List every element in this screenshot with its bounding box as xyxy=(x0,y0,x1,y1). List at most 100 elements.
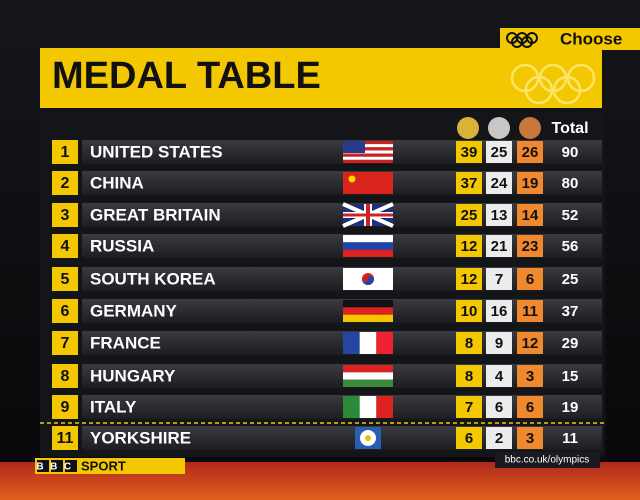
country: CHINA xyxy=(90,173,144,192)
bronze-icon xyxy=(519,117,541,139)
row-bg xyxy=(82,203,602,227)
rank-box xyxy=(52,331,78,355)
silver-box xyxy=(486,141,512,163)
bbc-logo: BBC xyxy=(36,462,77,473)
gold-count: 10 xyxy=(461,303,478,320)
rank: 9 xyxy=(61,399,70,416)
flag-part xyxy=(343,314,393,322)
url-box xyxy=(495,452,600,468)
flag-part xyxy=(343,172,393,194)
country: HUNGARY xyxy=(90,366,176,385)
rank-box xyxy=(52,234,78,258)
rank: 5 xyxy=(61,271,70,288)
rank-box xyxy=(52,140,78,164)
silver-count: 24 xyxy=(491,175,508,192)
gold-box xyxy=(456,365,482,387)
flag-part xyxy=(348,175,356,183)
rank-box xyxy=(52,426,78,450)
gold-count: 8 xyxy=(465,335,473,352)
gold-box xyxy=(456,235,482,257)
flag-part xyxy=(366,204,370,226)
flag-part xyxy=(343,372,393,380)
flag-part xyxy=(343,379,393,387)
rank-box xyxy=(52,267,78,291)
silver-box xyxy=(486,332,512,354)
bronze-count: 6 xyxy=(526,271,534,288)
bronze-box xyxy=(517,268,543,290)
rank: 1 xyxy=(61,144,70,161)
bronze-box xyxy=(517,172,543,194)
silver-icon xyxy=(488,117,510,139)
gold-box xyxy=(456,268,482,290)
country: UNITED STATES xyxy=(90,142,223,161)
sport-logo: SPORT xyxy=(81,458,126,473)
flag-part xyxy=(343,156,393,160)
silver-count: 6 xyxy=(495,399,503,416)
silver-count: 16 xyxy=(491,303,508,320)
silver-box xyxy=(486,365,512,387)
row-bg xyxy=(82,267,602,291)
flag-part xyxy=(343,141,365,153)
row-bg xyxy=(82,299,602,323)
row-bg xyxy=(82,140,602,164)
silver-count: 13 xyxy=(491,207,508,224)
bronze-box xyxy=(517,235,543,257)
gold-count: 8 xyxy=(465,368,473,385)
flag-part xyxy=(343,159,393,163)
rank: 3 xyxy=(61,207,70,224)
total: 11 xyxy=(562,430,578,447)
silver-box xyxy=(486,172,512,194)
gold-box xyxy=(456,396,482,418)
row-bg xyxy=(82,395,602,419)
rings-watermark xyxy=(510,63,596,105)
flag-part xyxy=(376,396,393,418)
total: 90 xyxy=(562,144,579,161)
choose-text: Choose xyxy=(560,29,622,48)
total: 29 xyxy=(562,335,579,352)
country: RUSSIA xyxy=(90,236,154,255)
country: GERMANY xyxy=(90,301,178,320)
silver-count: 2 xyxy=(495,430,503,447)
silver-count: 4 xyxy=(495,368,504,385)
bronze-count: 19 xyxy=(522,175,539,192)
silver-box xyxy=(486,204,512,226)
country: YORKSHIRE xyxy=(90,428,191,447)
bronze-box xyxy=(517,396,543,418)
title: MEDAL TABLE xyxy=(52,55,321,97)
gold-box xyxy=(456,332,482,354)
silver-count: 21 xyxy=(491,238,508,255)
silver-box xyxy=(486,235,512,257)
bronze-box xyxy=(517,427,543,449)
silver-box xyxy=(486,396,512,418)
flag-part xyxy=(343,147,393,151)
bronze-count: 26 xyxy=(522,144,539,161)
bronze-count: 3 xyxy=(526,430,534,447)
total: 80 xyxy=(562,175,579,192)
bronze-count: 6 xyxy=(526,399,534,416)
bronze-box xyxy=(517,300,543,322)
rank: 11 xyxy=(57,430,74,447)
bronze-count: 12 xyxy=(522,335,539,352)
silver-box xyxy=(486,300,512,322)
total: 25 xyxy=(562,271,579,288)
flag-part xyxy=(343,365,393,373)
row-bg xyxy=(82,234,602,258)
gold-count: 39 xyxy=(461,144,478,161)
gold-box xyxy=(456,300,482,322)
flag-part xyxy=(376,332,393,354)
flag-part xyxy=(343,396,360,418)
rank: 2 xyxy=(61,175,70,192)
flag-part xyxy=(343,249,393,257)
row-bg xyxy=(82,331,602,355)
row-bg xyxy=(82,364,602,388)
gold-count: 12 xyxy=(461,271,478,288)
rank: 6 xyxy=(61,303,70,320)
bronze-box xyxy=(517,365,543,387)
bbc-block xyxy=(51,460,63,472)
gold-count: 7 xyxy=(465,399,473,416)
country: GREAT BRITAIN xyxy=(90,205,221,224)
bronze-box xyxy=(517,204,543,226)
rank-box xyxy=(52,299,78,323)
flag-part xyxy=(343,307,393,315)
